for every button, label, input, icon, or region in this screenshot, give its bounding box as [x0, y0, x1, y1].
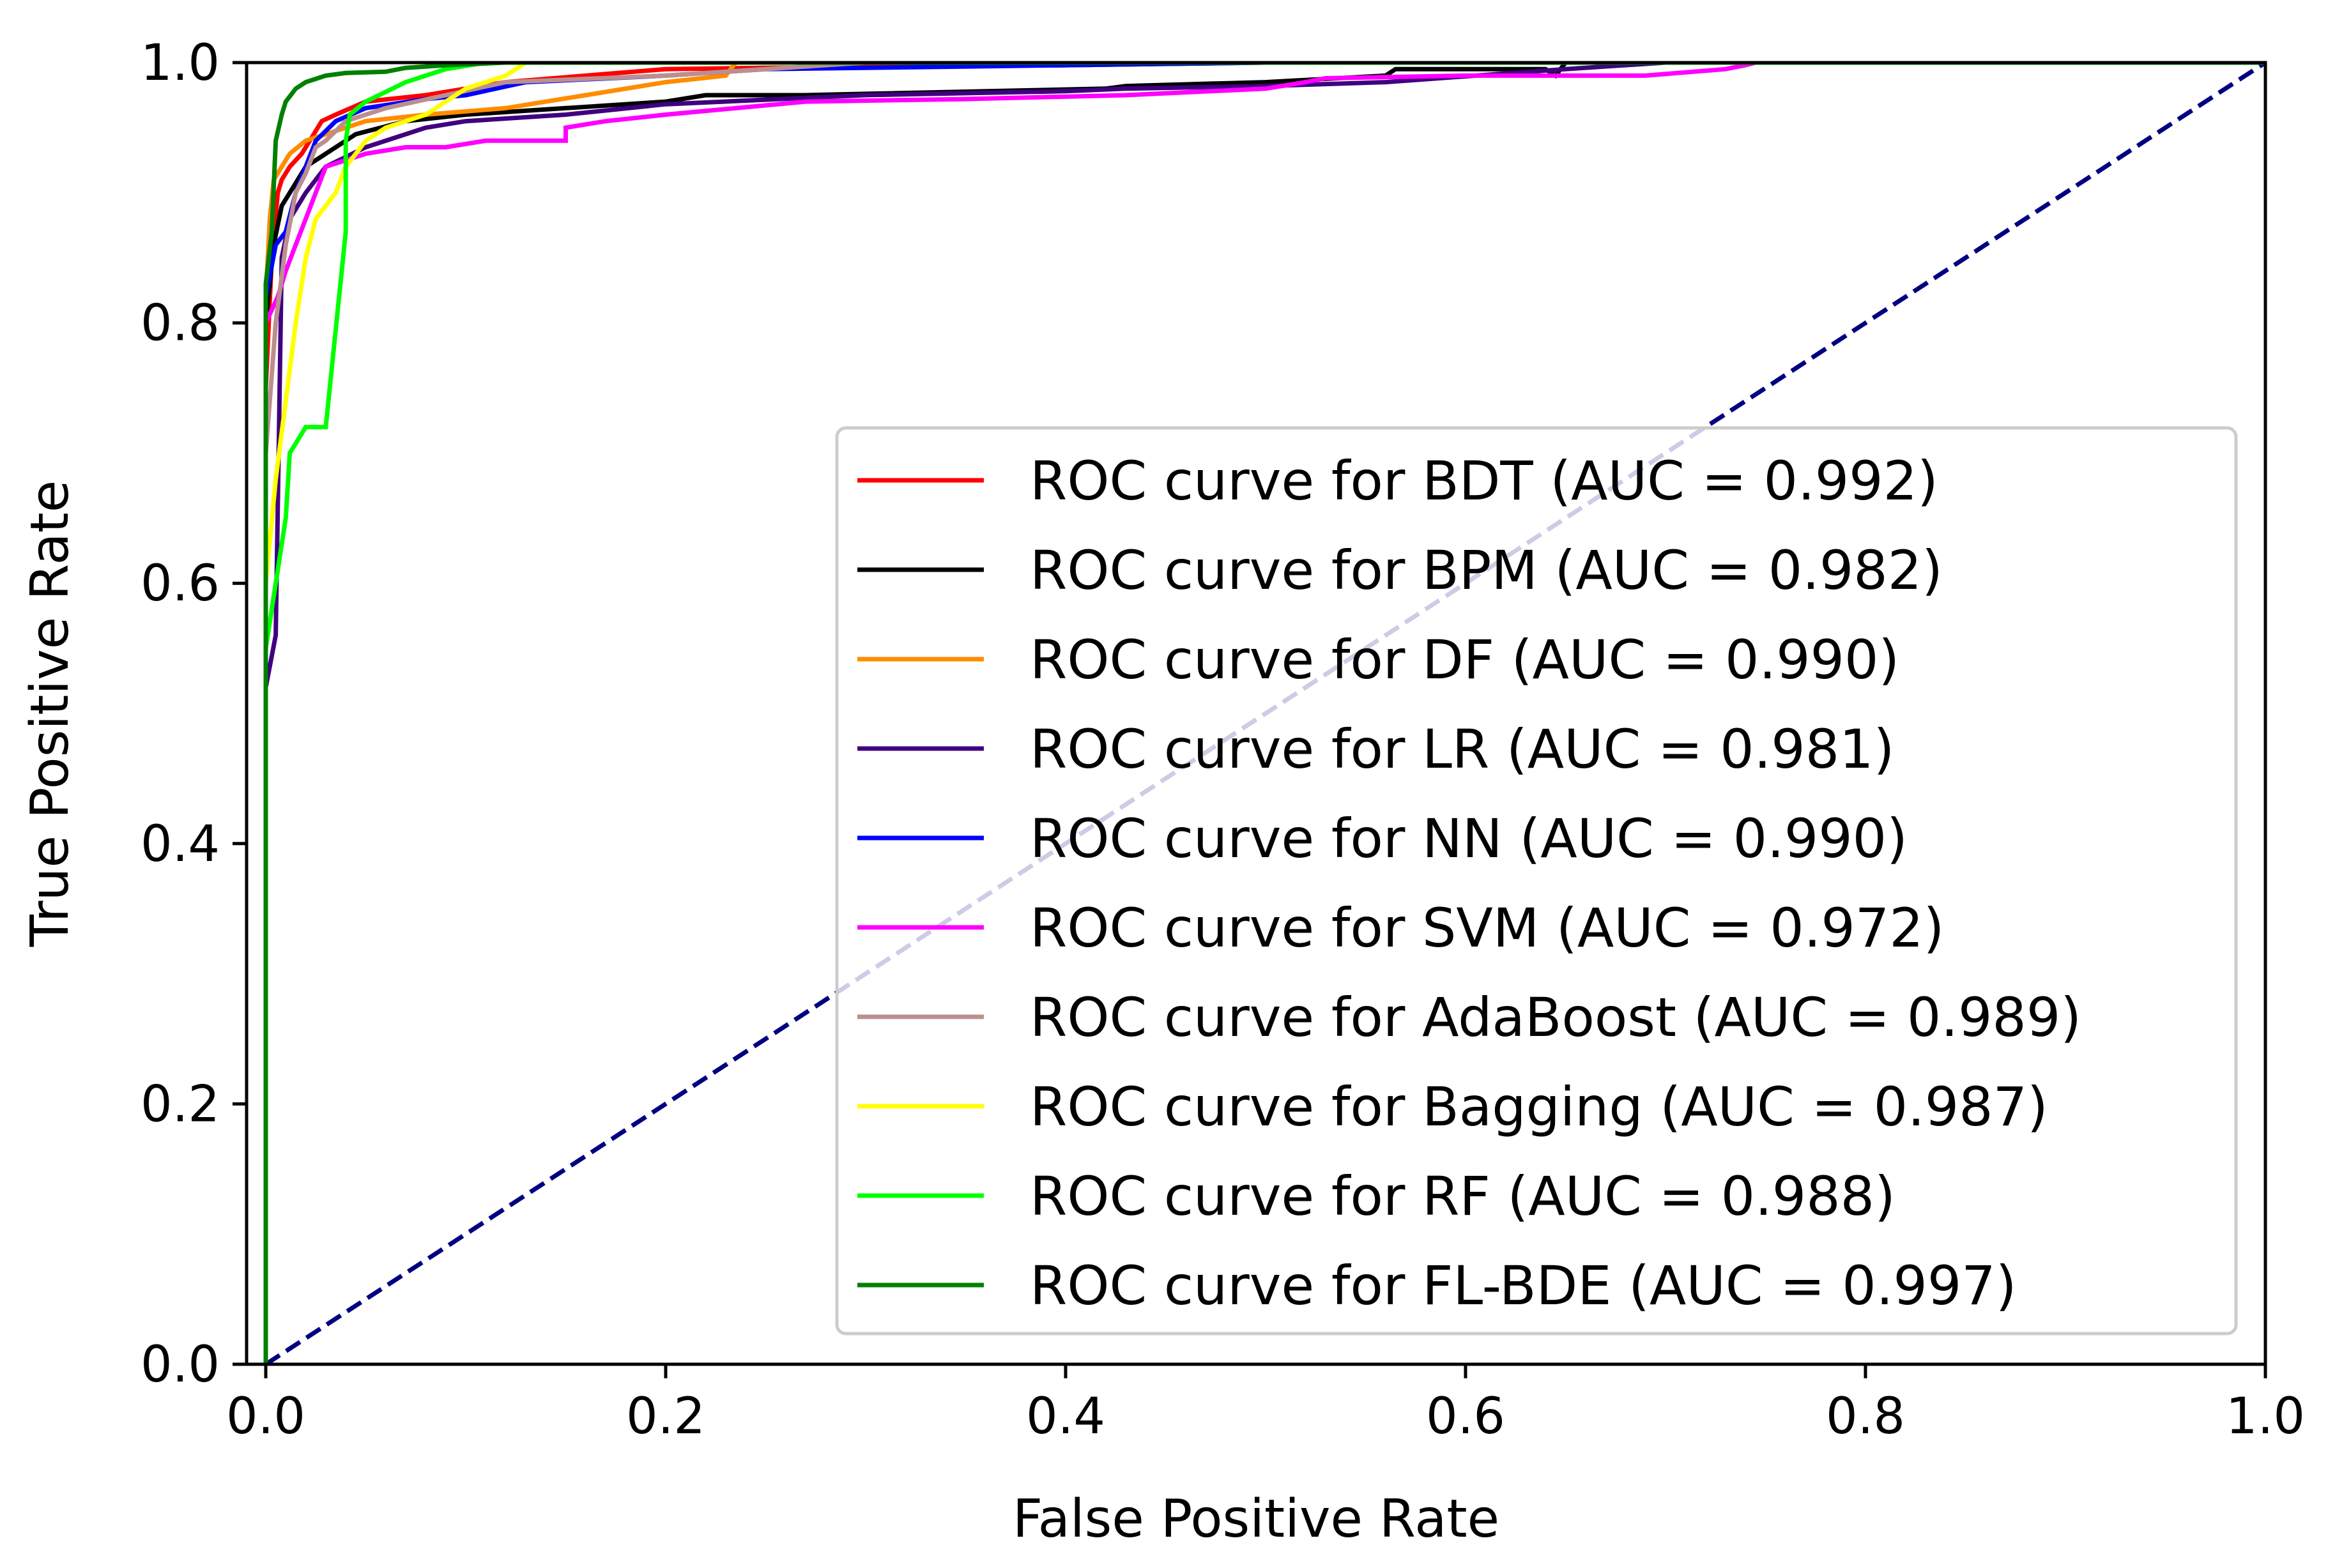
legend: ROC curve for BDT (AUC = 0.992) ROC curve…: [835, 426, 2238, 1336]
legend-label-fl-bde: ROC curve for FL-BDE (AUC = 0.997): [1030, 1254, 2017, 1317]
legend-label-bagging: ROC curve for Bagging (AUC = 0.987): [1030, 1076, 2048, 1138]
legend-label-bpm: ROC curve for BPM (AUC = 0.982): [1030, 539, 1943, 602]
y-tick-label: 0.8: [141, 295, 220, 353]
y-tick-label: 1.0: [141, 34, 220, 92]
x-tick-label: 1.0: [2226, 1388, 2305, 1445]
legend-label-svm: ROC curve for SVM (AUC = 0.972): [1030, 897, 1944, 959]
legend-label-adaboost: ROC curve for AdaBoost (AUC = 0.989): [1030, 986, 2081, 1049]
x-axis-label: False Positive Rate: [1013, 1489, 1499, 1549]
x-tick-label: 0.8: [1826, 1388, 1905, 1445]
x-tick-label: 0.4: [1026, 1388, 1105, 1445]
x-tick-label: 0.6: [1426, 1388, 1505, 1445]
y-axis-label: True Positive Rate: [20, 480, 80, 947]
roc-curve-svm: [263, 63, 2265, 1364]
y-tick-label: 0.4: [141, 816, 220, 873]
axes-frame: [245, 61, 2267, 1366]
y-tick-label: 0.0: [141, 1336, 220, 1394]
plot-area: [263, 63, 2265, 1364]
legend-label-bdt: ROC curve for BDT (AUC = 0.992): [1030, 450, 1938, 512]
roc-curve-fl-bde: [263, 63, 2265, 1364]
y-tick-label: 0.2: [141, 1076, 220, 1133]
roc-curve-rf: [263, 63, 2265, 1364]
x-tick-label: 0.2: [626, 1388, 705, 1445]
legend-box: [835, 426, 2238, 1336]
roc-curve-nn: [263, 63, 2265, 1364]
legend-label-rf: ROC curve for RF (AUC = 0.988): [1030, 1165, 1895, 1228]
roc-curve-bpm: [263, 63, 2265, 1364]
legend-label-lr: ROC curve for LR (AUC = 0.981): [1030, 718, 1894, 780]
legend-label-df: ROC curve for DF (AUC = 0.990): [1030, 628, 1899, 691]
axes: 0.0 0.2 0.4 0.6 0.8 1.0 0.0 0.2 0.4 0.6 0.8 1.0: [141, 34, 2305, 1445]
legend-label-nn: ROC curve for NN (AUC = 0.990): [1030, 807, 1908, 870]
y-tick-label: 0.6: [141, 555, 220, 613]
roc-curve-adaboost: [263, 63, 2265, 1364]
x-tick-label: 0.0: [226, 1388, 305, 1445]
